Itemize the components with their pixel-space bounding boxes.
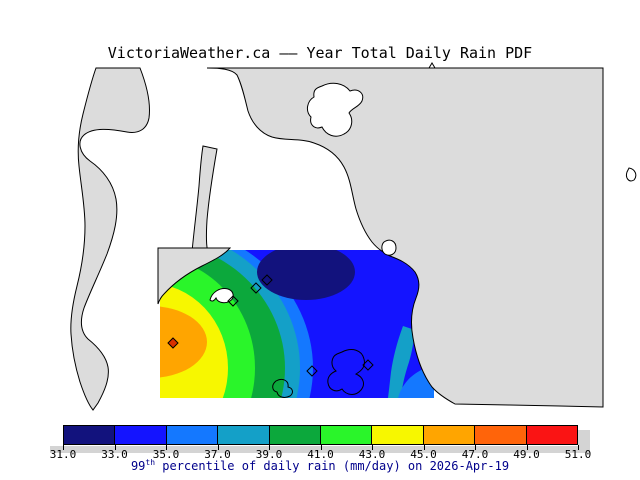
colorbar-segment-47-49 (474, 426, 526, 444)
west-waterbody (70, 67, 150, 411)
colorbar-segment-31-33 (64, 426, 115, 444)
colorbar-segment-49-51 (525, 426, 578, 444)
station-diamond-marker (250, 282, 262, 294)
colorbar-shadow-right (578, 430, 590, 446)
colorbar-segment-37-39 (217, 426, 269, 444)
contour-field (160, 250, 434, 398)
right-edge-islet (626, 167, 637, 182)
colorbar-segment-45-47 (422, 426, 475, 444)
station-diamond-marker (227, 295, 239, 307)
colorbar (63, 425, 578, 445)
colorbar-segment-41-43 (320, 426, 372, 444)
colorbar-segment-43-45 (371, 426, 423, 444)
station-markers (167, 274, 374, 377)
caption-ordinal-suffix: th (145, 458, 156, 467)
contour-band-31-33-min (257, 250, 355, 300)
gray-finger (191, 145, 218, 253)
discovery-islands-outline (327, 349, 365, 395)
hook-peninsula (209, 288, 234, 304)
upper-right-island-cutout (306, 82, 364, 137)
station-diamond-marker (167, 337, 179, 349)
page-title: VictoriaWeather.ca —— Year Total Daily R… (107, 44, 533, 62)
contour-band-45-47-max (160, 306, 207, 378)
caption-number: 99 (130, 459, 146, 473)
station-diamond-marker (306, 365, 318, 377)
trial-islands-outline (272, 378, 293, 398)
colorbar-segment-39-41 (268, 426, 321, 444)
contour-se-teal-fringe (388, 326, 415, 398)
east-waterbody (206, 67, 604, 408)
station-diamond-marker (261, 274, 273, 286)
colorbar-segment-35-37 (165, 426, 218, 444)
colorbar-caption: 99th percentile of daily rain (mm/day) o… (0, 458, 640, 474)
colorbar-shadow-bottom (50, 446, 590, 453)
station-diamond-marker (362, 359, 374, 371)
top-coast-notch (428, 62, 436, 69)
colorbar-segment-33-35 (114, 426, 166, 444)
caption-text: percentile of daily rain (mm/day) on 202… (155, 459, 510, 473)
ne-corner-island (381, 239, 397, 256)
gray-wedge-nw (157, 247, 232, 305)
